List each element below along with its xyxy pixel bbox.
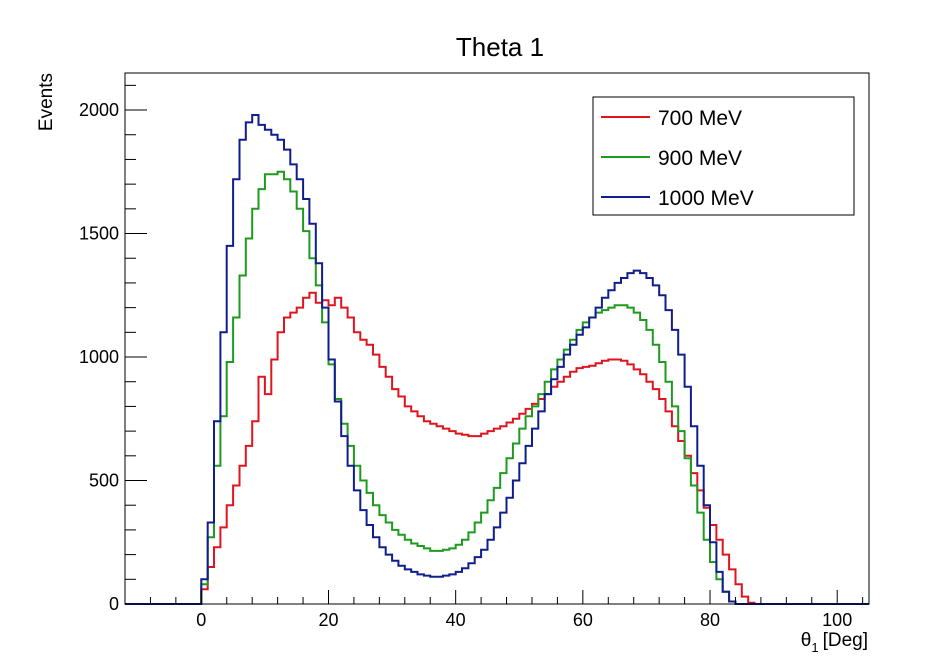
- series-line-900-mev: [125, 170, 869, 605]
- series-line-700-mev: [125, 291, 869, 605]
- x-axis-label-symbol: θ: [801, 630, 812, 651]
- x-axis-label-unit: [Deg]: [823, 630, 868, 651]
- x-tick-label: 80: [700, 610, 720, 630]
- y-axis-label: Events: [36, 73, 57, 131]
- plot-frame: [124, 72, 870, 605]
- y-tick-label: 1500: [79, 224, 119, 244]
- x-tick-label: 100: [822, 610, 852, 630]
- x-axis-label-subscript: 1: [811, 640, 818, 655]
- legend-label: 1000 MeV: [658, 187, 754, 210]
- chart-title: Theta 1: [456, 32, 544, 62]
- y-tick-label: 500: [89, 471, 119, 491]
- series-line-1000-mev: [125, 114, 869, 605]
- y-tick-label: 0: [109, 594, 119, 614]
- x-tick-label: 60: [573, 610, 593, 630]
- y-tick-label: 1000: [79, 347, 119, 367]
- x-tick-label: 40: [446, 610, 466, 630]
- legend-label: 700 MeV: [658, 107, 742, 130]
- legend-label: 900 MeV: [658, 147, 742, 170]
- y-tick-label: 2000: [79, 100, 119, 120]
- x-tick-label: 20: [318, 610, 338, 630]
- x-tick-label: 0: [196, 610, 206, 630]
- x-axis-label: θ1 [Deg]: [801, 630, 868, 655]
- legend: 700 MeV 900 MeV 1000 MeV: [592, 96, 855, 216]
- histogram-series-layer: [125, 114, 869, 605]
